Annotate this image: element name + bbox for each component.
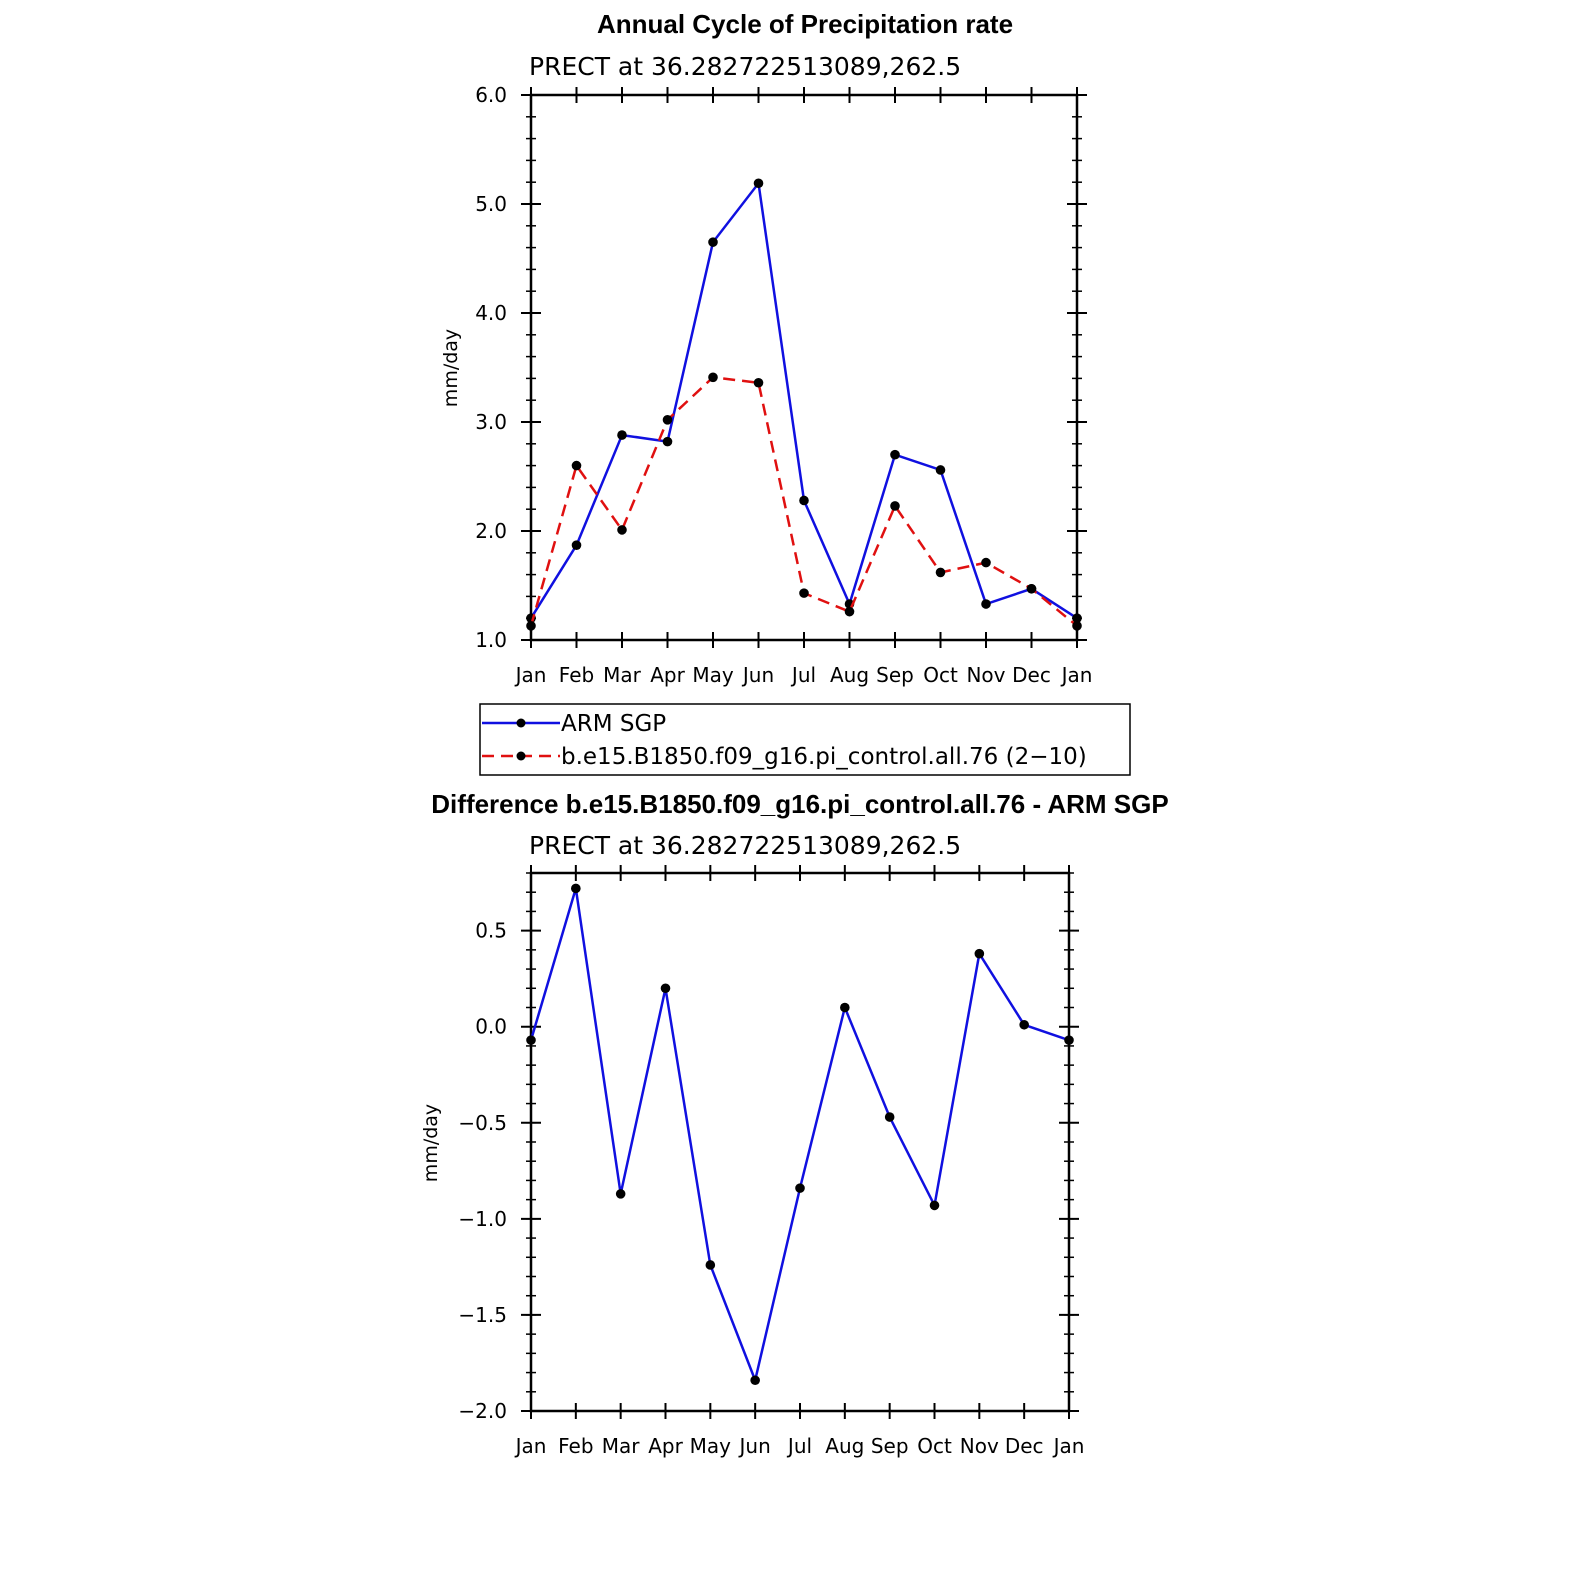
x-tick-label: Apr: [648, 1434, 683, 1458]
x-tick-label: Jan: [514, 663, 547, 687]
y-tick-label: −1.5: [458, 1303, 507, 1327]
precip-annual-cycle-chart: Annual Cycle of Precipitation rate PRECT…: [440, 9, 1131, 776]
plot-frame: [529, 871, 1071, 1413]
series-1-point: [935, 465, 946, 475]
y-tick-label: −0.5: [458, 1111, 507, 1135]
x-tick-label: Feb: [558, 1434, 593, 1458]
series-2-point: [935, 567, 946, 578]
series-2-point: [1026, 583, 1037, 594]
y-tick-label: 0.5: [475, 919, 507, 943]
series-2-point: [890, 501, 900, 511]
x-tick-label: Sep: [871, 1434, 909, 1458]
chart1-ylabel: mm/day: [440, 329, 462, 407]
series-2-point: [708, 372, 718, 383]
x-tick-label: Aug: [825, 1434, 864, 1458]
y-tick-label: 6.0: [475, 83, 507, 107]
series-1-point: [662, 436, 673, 447]
series-1-point: [571, 883, 581, 894]
x-tick-label: Sep: [876, 663, 914, 687]
series-1-point: [884, 1112, 895, 1122]
y-tick-label: 1.0: [475, 628, 507, 652]
series-1-point: [705, 1260, 716, 1270]
x-tick-label: Dec: [1005, 1434, 1044, 1458]
series-1-point: [974, 948, 985, 959]
series-1-point: [929, 1200, 940, 1211]
y-tick-label: 2.0: [475, 519, 507, 543]
series-1-point: [708, 237, 718, 247]
x-tick-label: May: [690, 1434, 732, 1458]
chart1-subtitle: PRECT at 36.282722513089,262.5: [529, 52, 961, 81]
y-tick-label: 0.0: [475, 1015, 507, 1039]
y-tick-label: −2.0: [458, 1399, 507, 1423]
series-1-point: [1019, 1019, 1029, 1030]
x-tick-label: Jun: [741, 663, 774, 687]
x-tick-label: Mar: [602, 1434, 641, 1458]
precip-difference-chart: Difference b.e15.B1850.f09_g16.pi_contro…: [420, 789, 1169, 1458]
series-2-point: [617, 525, 627, 535]
series-1-point: [615, 1189, 626, 1199]
series-2-point: [799, 588, 809, 598]
chart2-subtitle: PRECT at 36.282722513089,262.5: [529, 831, 961, 860]
series-1-point: [753, 178, 764, 189]
x-tick-label: Jan: [1052, 1434, 1085, 1458]
series-1-point: [890, 449, 900, 460]
series-1-point: [660, 983, 671, 994]
legend-marker-arm-sgp: [516, 718, 526, 728]
x-tick-label: Oct: [923, 663, 958, 687]
x-tick-label: Jul: [786, 1434, 812, 1458]
chart2-ylabel: mm/day: [420, 1104, 442, 1182]
y-tick-label: 3.0: [475, 410, 507, 434]
x-tick-label: Apr: [650, 663, 685, 687]
series-2-point: [526, 621, 536, 631]
x-tick-label: May: [692, 663, 734, 687]
series-1-point: [1064, 1035, 1074, 1045]
series-2-point: [662, 415, 673, 425]
x-tick-label: Jul: [790, 663, 816, 687]
x-tick-label: Jan: [1060, 663, 1093, 687]
series-1-point: [799, 495, 809, 506]
legend-label-model: b.e15.B1850.f09_g16.pi_control.all.76 (2…: [561, 744, 1087, 770]
series-1-point: [526, 1035, 536, 1045]
series-1-point: [840, 1002, 850, 1013]
legend-label-arm-sgp: ARM SGP: [561, 711, 666, 737]
legend-box: [479, 703, 1131, 776]
series-1-point: [571, 540, 582, 550]
series-1-point: [1072, 613, 1082, 623]
y-tick-label: 4.0: [475, 301, 507, 325]
series-1-point: [617, 430, 627, 440]
x-tick-label: Feb: [559, 663, 594, 687]
legend: ARM SGP b.e15.B1850.f09_g16.pi_control.a…: [479, 703, 1131, 776]
x-tick-label: Jan: [514, 1434, 547, 1458]
series-2-point: [844, 606, 855, 617]
chart2-title: Difference b.e15.B1850.f09_g16.pi_contro…: [431, 789, 1168, 819]
x-tick-label: Aug: [830, 663, 869, 687]
series-2-point: [981, 557, 991, 568]
legend-marker-model: [516, 751, 526, 761]
series-1-point: [981, 599, 991, 609]
series-line-1: [529, 180, 1078, 620]
x-tick-label: Jun: [738, 1434, 771, 1458]
series-1-point: [795, 1183, 805, 1193]
series-1-point: [750, 1375, 760, 1386]
chart1-title: Annual Cycle of Precipitation rate: [597, 9, 1013, 39]
series-2-point: [1072, 621, 1082, 631]
x-tick-label: Dec: [1012, 663, 1051, 687]
series-2-point: [753, 377, 764, 388]
series-line-1: [529, 888, 1070, 1385]
series-2-point: [571, 460, 582, 471]
x-tick-label: Nov: [966, 663, 1005, 687]
y-tick-label: −1.0: [458, 1207, 507, 1231]
y-tick-label: 5.0: [475, 192, 507, 216]
x-tick-label: Oct: [917, 1434, 952, 1458]
x-tick-label: Mar: [603, 663, 642, 687]
x-tick-label: Nov: [960, 1434, 999, 1458]
plot-frame: [529, 93, 1079, 642]
